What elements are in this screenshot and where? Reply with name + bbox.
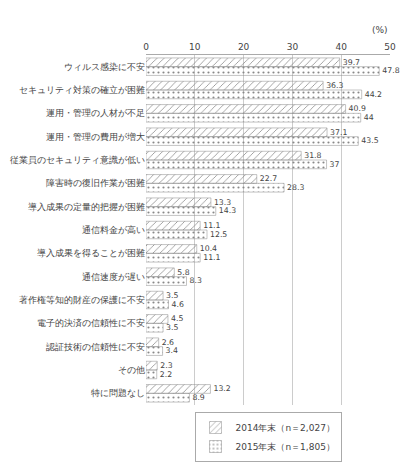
svg-text:4.5: 4.5 <box>171 314 183 323</box>
svg-text:50: 50 <box>384 42 396 52</box>
svg-text:3.5: 3.5 <box>166 291 178 300</box>
svg-text:著作権等知的財産の保護に不安: 著作権等知的財産の保護に不安 <box>19 295 145 305</box>
svg-text:2014年末（n＝2,027）: 2014年末（n＝2,027） <box>236 423 335 433</box>
svg-text:ウィルス感染に不安: ウィルス感染に不安 <box>64 62 145 72</box>
svg-text:4.6: 4.6 <box>171 300 183 309</box>
svg-text:14.3: 14.3 <box>219 206 236 215</box>
svg-text:3.4: 3.4 <box>166 346 178 355</box>
svg-text:13.3: 13.3 <box>214 198 231 207</box>
svg-text:40.9: 40.9 <box>349 104 366 113</box>
svg-text:36.3: 36.3 <box>326 81 343 90</box>
svg-text:0: 0 <box>143 42 149 52</box>
svg-text:13.2: 13.2 <box>213 384 230 393</box>
svg-text:5.8: 5.8 <box>177 268 189 277</box>
svg-text:2.6: 2.6 <box>162 338 174 347</box>
svg-text:2015年末（n＝1,805）: 2015年末（n＝1,805） <box>236 442 335 452</box>
svg-text:20: 20 <box>238 42 250 52</box>
svg-text:電子的決済の信頼性に不安: 電子的決済の信頼性に不安 <box>37 318 145 328</box>
svg-text:37.1: 37.1 <box>330 128 347 137</box>
svg-text:2.3: 2.3 <box>160 361 172 370</box>
svg-text:運用・管理の費用が増大: 運用・管理の費用が増大 <box>46 132 145 142</box>
svg-text:44: 44 <box>364 113 374 122</box>
svg-text:運用・管理の人材が不足: 運用・管理の人材が不足 <box>46 108 145 118</box>
svg-text:40: 40 <box>335 42 347 52</box>
svg-text:22.7: 22.7 <box>260 174 277 183</box>
svg-text:28.3: 28.3 <box>287 183 304 192</box>
svg-text:特に問題なし: 特に問題なし <box>91 388 145 398</box>
svg-text:39.7: 39.7 <box>343 58 360 67</box>
svg-text:3.5: 3.5 <box>166 323 178 332</box>
svg-text:10: 10 <box>189 42 201 52</box>
svg-text:障害時の復旧作業が困難: 障害時の復旧作業が困難 <box>46 178 145 188</box>
svg-text:導入成果の定量的把握が困難: 導入成果の定量的把握が困難 <box>28 202 145 212</box>
svg-text:8.3: 8.3 <box>190 276 202 285</box>
svg-text:47.8: 47.8 <box>382 66 399 75</box>
svg-text:その他: その他 <box>118 365 145 375</box>
svg-text:通信速度が遅い: 通信速度が遅い <box>82 272 145 282</box>
svg-text:10.4: 10.4 <box>200 244 217 253</box>
svg-text:43.5: 43.5 <box>361 136 378 145</box>
svg-text:12.5: 12.5 <box>210 230 227 239</box>
svg-text:2.2: 2.2 <box>160 370 172 379</box>
svg-text:認証技術の信頼性に不安: 認証技術の信頼性に不安 <box>46 342 145 352</box>
svg-text:11.1: 11.1 <box>203 221 220 230</box>
svg-text:37: 37 <box>330 160 340 169</box>
svg-text:8.9: 8.9 <box>192 393 204 402</box>
svg-text:30: 30 <box>287 42 299 52</box>
svg-text:31.8: 31.8 <box>304 151 321 160</box>
svg-text:11.1: 11.1 <box>203 253 220 262</box>
svg-text:通信料金が高い: 通信料金が高い <box>82 225 145 235</box>
svg-text:(%): (%) <box>372 25 388 35</box>
svg-text:従業員のセキュリティ意識が低い: 従業員のセキュリティ意識が低い <box>10 155 145 165</box>
svg-text:セキュリティ対策の確立が困難: セキュリティ対策の確立が困難 <box>19 85 145 95</box>
svg-text:44.2: 44.2 <box>365 90 382 99</box>
svg-text:導入成果を得ることが困難: 導入成果を得ることが困難 <box>37 248 145 258</box>
